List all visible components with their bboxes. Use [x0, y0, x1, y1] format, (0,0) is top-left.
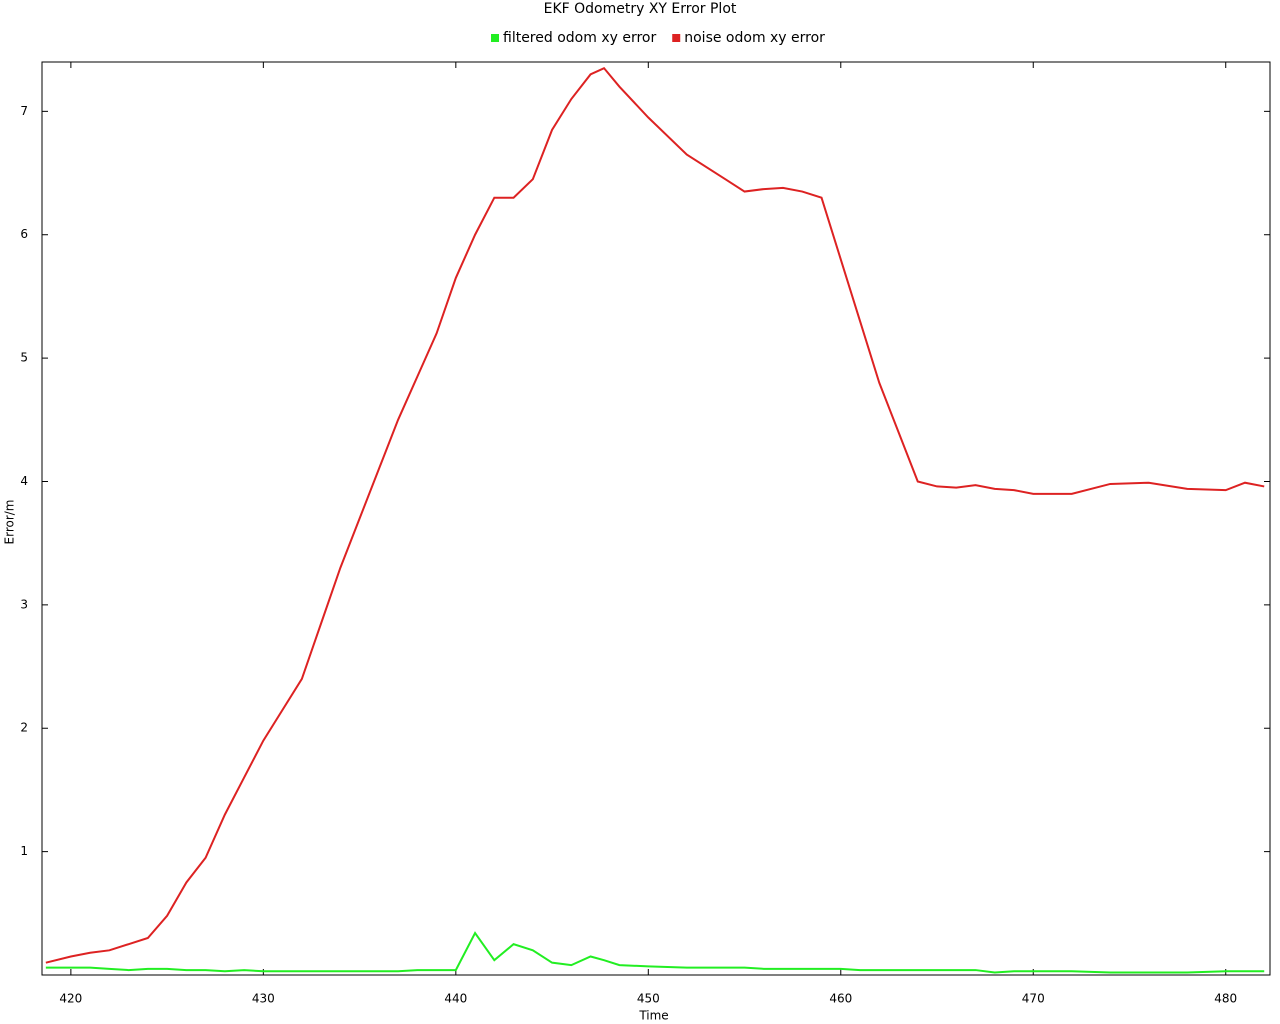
x-axis-label: Time [638, 1009, 668, 1023]
series-line [45, 931, 1265, 974]
plot-frame [41, 61, 1271, 976]
y-tick-label: 1 [20, 844, 28, 858]
chart-title: EKF Odometry XY Error Plot [544, 1, 737, 17]
y-tick-label: 5 [20, 351, 28, 365]
y-tick-label: 4 [20, 474, 28, 488]
y-axis-label: Error/m [3, 500, 17, 545]
legend-label: filtered odom xy error [503, 30, 656, 46]
legend-swatch [672, 34, 681, 42]
x-tick-label: 450 [637, 992, 660, 1006]
legend-swatch [491, 34, 499, 42]
x-tick-label: 430 [252, 992, 275, 1006]
y-tick-label: 2 [20, 721, 28, 735]
y-tick-label: 3 [20, 597, 28, 611]
x-tick-label: 470 [1022, 992, 1045, 1006]
y-tick-label: 6 [20, 227, 28, 241]
legend-label: noise odom xy error [684, 30, 825, 46]
series-line [45, 66, 1265, 964]
x-tick-label: 440 [444, 992, 467, 1006]
x-tick-label: 460 [829, 992, 852, 1006]
x-tick-label: 420 [59, 992, 82, 1006]
x-tick-label: 480 [1214, 992, 1237, 1006]
y-tick-label: 7 [20, 104, 28, 118]
